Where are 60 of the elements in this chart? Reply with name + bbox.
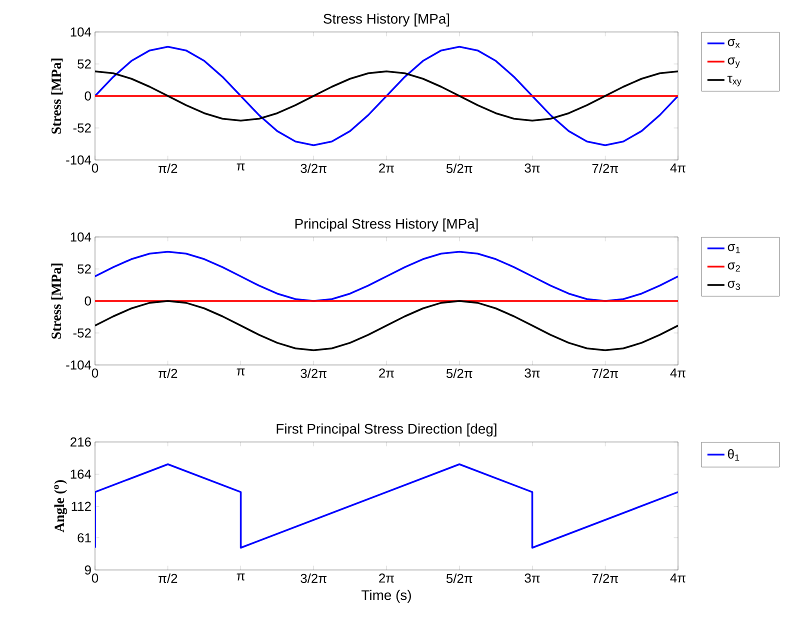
y-tick-label: 9 <box>84 565 91 575</box>
y-axis-title: Angle ($^{o}$) <box>54 480 68 532</box>
x-tick-label: 3/2π <box>300 368 327 378</box>
legend-label: σ$_{3}$ <box>728 280 740 290</box>
y-axis-title: Stress [MPa] <box>51 58 63 134</box>
x-axis-title: Time (s) <box>362 590 411 603</box>
chart-title: Stress History [MPa] <box>324 13 450 26</box>
x-tick-label: 2π <box>379 574 394 583</box>
x-tick-label: 3π <box>524 368 540 378</box>
x-tick-label: 7/2π <box>592 163 618 174</box>
x-tick-label: 3/2π <box>300 574 327 584</box>
y-tick-label: -52 <box>73 123 91 133</box>
y-tick-label: 216 <box>70 437 91 447</box>
y-tick-label: -52 <box>73 328 91 338</box>
chart-title: First Principal Stress Direction [deg] <box>276 423 496 436</box>
y-tick-label: 0 <box>84 91 91 101</box>
x-tick-label: 4π <box>670 574 686 583</box>
x-tick-label: 2π <box>379 164 394 173</box>
y-tick-label: -104 <box>66 155 92 165</box>
x-tick-label: 5/2π <box>446 368 472 378</box>
chart-title: Principal Stress History [MPa] <box>295 218 478 232</box>
y-tick-label: 112 <box>72 502 91 511</box>
y-axis-title: Stress [MPa] <box>51 264 63 339</box>
y-tick-label: 164 <box>70 470 92 479</box>
x-tick-label: 3π <box>524 574 540 583</box>
x-tick-label: π/2 <box>158 163 178 174</box>
x-tick-label: π <box>236 574 245 580</box>
legend-label: σ$_{2}$ <box>728 262 740 272</box>
x-tick-label: 7/2π <box>592 368 618 378</box>
y-tick-label: 52 <box>78 59 91 69</box>
x-tick-label: π/2 <box>158 574 178 584</box>
legend-label: σ$_{x}$ <box>728 39 740 48</box>
y-tick-label: 61 <box>78 533 91 542</box>
x-tick-label: 3/2π <box>300 163 327 174</box>
x-tick-label: 5/2π <box>446 574 472 584</box>
line-series <box>95 250 678 302</box>
x-tick-label: 0 <box>92 574 98 583</box>
legend-label: σ$_{y}$ <box>728 57 740 68</box>
x-tick-label: 0 <box>92 368 98 378</box>
x-tick-label: 2π <box>379 368 394 378</box>
x-tick-label: π <box>236 368 245 376</box>
x-tick-label: 3π <box>524 164 540 173</box>
line-series <box>95 300 678 352</box>
y-tick-label: -104 <box>66 360 92 370</box>
x-tick-label: 7/2π <box>592 574 618 584</box>
legend-label: τ$_{xy}$ <box>728 76 742 86</box>
y-tick-label: 104 <box>70 27 92 37</box>
line-series <box>95 70 678 122</box>
legend-label: θ$_{1}$ <box>728 449 740 461</box>
x-tick-label: 4π <box>670 368 686 378</box>
x-tick-label: π/2 <box>158 368 178 378</box>
y-tick-label: 0 <box>84 296 91 306</box>
line-series <box>95 46 678 146</box>
y-tick-label: 104 <box>70 232 92 242</box>
x-tick-label: π <box>236 164 245 170</box>
x-tick-label: 4π <box>670 164 686 173</box>
y-tick-label: 52 <box>78 264 91 274</box>
x-tick-label: 5/2π <box>446 163 472 174</box>
x-tick-label: 0 <box>92 164 98 173</box>
legend-label: σ$_{1}$ <box>728 244 740 254</box>
